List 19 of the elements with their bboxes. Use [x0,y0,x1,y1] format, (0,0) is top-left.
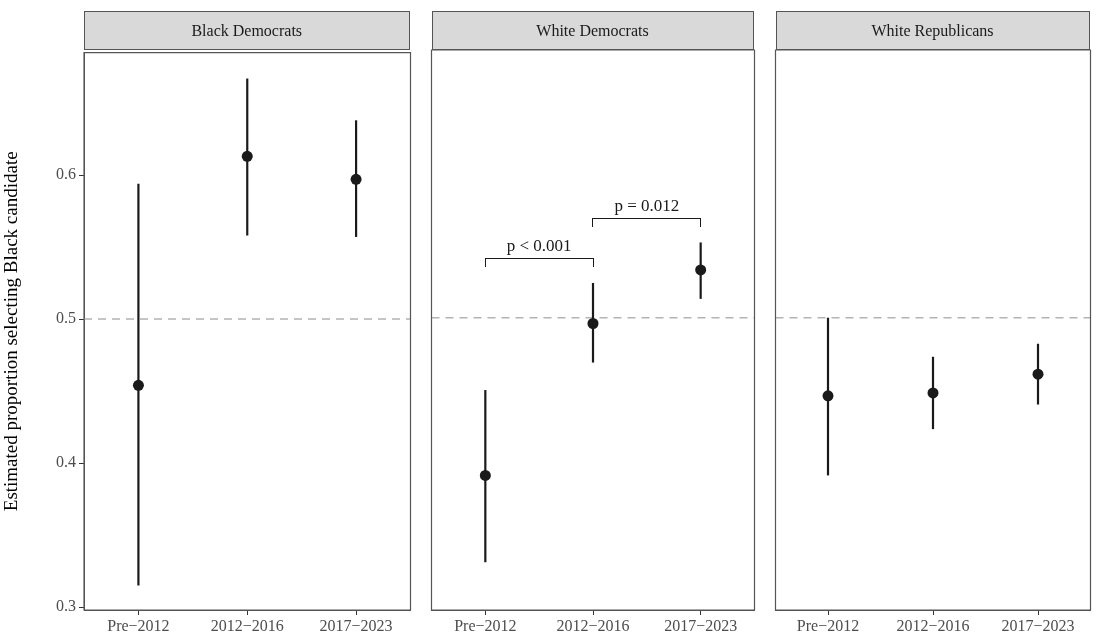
y-tick-label: 0.3 [56,597,76,615]
chart-title: White Republicans [775,11,1090,50]
y-axis-title: Estimated proportion selecting Black candidate [0,151,22,512]
y-tick-label: 0.5 [56,309,76,327]
annotation: p = 0.012 [613,195,681,216]
x-tick-label: Pre−2012 [454,616,517,634]
x-tick-label: 2012−2016 [210,616,284,634]
x-tick-label: 2017−2023 [1001,616,1075,634]
y-tick-label: 0.6 [56,165,76,183]
x-tick-label: 2012−2016 [896,616,970,634]
chart-title: White Democrats [431,11,754,50]
x-tick-label: 2012−2016 [556,616,630,634]
y-tick-label: 0.4 [56,453,76,471]
annotation: p < 0.001 [505,236,573,257]
x-tick-label: 2017−2023 [664,616,738,634]
chart-title: Black Democrats [84,11,410,50]
x-tick-label: Pre−2012 [107,616,170,634]
x-tick-label: 2017−2023 [319,616,393,634]
x-tick-label: Pre−2012 [796,616,860,634]
